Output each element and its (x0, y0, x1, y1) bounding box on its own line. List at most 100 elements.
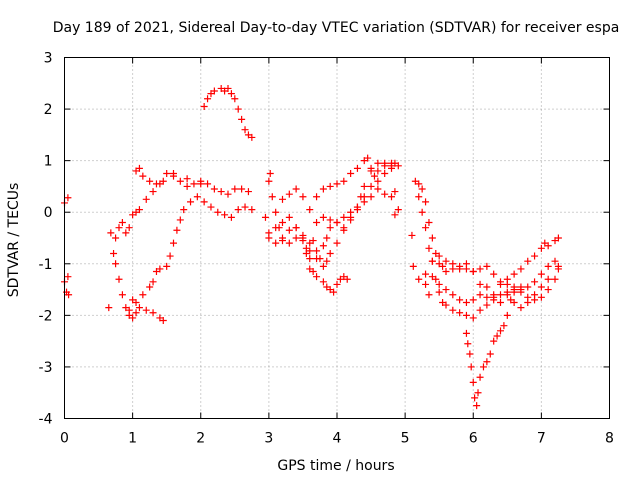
data-point (524, 298, 532, 306)
data-point (486, 350, 494, 358)
data-point (313, 193, 321, 201)
x-tick-label: 5 (401, 431, 410, 447)
data-point (531, 278, 539, 286)
data-point (266, 170, 274, 178)
data-point (425, 219, 433, 227)
data-point (428, 273, 436, 281)
data-point (65, 291, 73, 299)
data-point (309, 268, 317, 276)
data-point (214, 208, 222, 216)
data-point (490, 337, 498, 345)
data-point (268, 193, 276, 201)
x-tick-label: 3 (264, 431, 273, 447)
data-point (340, 177, 348, 185)
data-point (146, 283, 154, 291)
data-point (163, 170, 171, 178)
data-point (381, 190, 389, 198)
data-point (483, 301, 491, 309)
data-point (497, 291, 504, 299)
data-point (467, 363, 475, 371)
data-point (221, 211, 229, 219)
y-tick-label: 2 (44, 102, 53, 118)
data-point (544, 286, 552, 294)
data-point (313, 273, 321, 281)
data-point (176, 177, 184, 185)
data-point (490, 270, 498, 278)
data-point (244, 188, 252, 196)
data-point (183, 175, 191, 183)
y-tick-label: -4 (39, 412, 53, 428)
data-point (265, 234, 273, 242)
data-point (112, 234, 120, 242)
y-tick-label: -1 (39, 257, 53, 273)
data-point (326, 216, 334, 224)
data-point (110, 249, 118, 257)
data-point (493, 332, 501, 340)
data-point (340, 213, 348, 221)
data-point (435, 288, 443, 296)
data-point (118, 291, 126, 299)
data-point (207, 203, 215, 211)
data-point (360, 198, 368, 206)
data-point (316, 255, 324, 263)
data-point (435, 280, 443, 288)
data-point (279, 234, 286, 242)
data-point (326, 182, 334, 190)
data-point (456, 296, 464, 304)
data-point (479, 363, 487, 371)
data-point (326, 249, 334, 257)
data-point (428, 234, 436, 242)
data-point (544, 242, 552, 250)
data-point (503, 275, 511, 283)
data-point (64, 273, 72, 281)
data-point (442, 286, 450, 294)
data-point (388, 193, 395, 201)
data-point (415, 275, 423, 283)
data-point (503, 311, 511, 319)
data-point (449, 260, 457, 268)
data-point (299, 231, 307, 239)
data-point (125, 224, 133, 232)
data-point (115, 275, 123, 283)
x-tick-label: 4 (333, 431, 342, 447)
data-point (241, 126, 249, 134)
data-point (285, 226, 293, 234)
data-point (476, 291, 484, 299)
data-point (497, 298, 504, 306)
data-point (531, 291, 539, 299)
data-point (531, 252, 539, 260)
data-point (510, 270, 518, 278)
data-point (64, 194, 72, 202)
data-point (456, 309, 464, 317)
data-point (442, 268, 450, 276)
data-point (146, 177, 154, 185)
data-point (319, 242, 327, 250)
data-point (353, 206, 361, 214)
data-point (422, 224, 430, 232)
data-point (159, 177, 167, 185)
x-tick-label: 6 (469, 431, 478, 447)
data-point (471, 394, 479, 402)
data-point (476, 265, 484, 273)
data-point (524, 283, 532, 291)
data-point (261, 213, 269, 221)
data-point (135, 164, 143, 172)
data-point (442, 301, 450, 309)
data-point (180, 206, 188, 214)
data-point (476, 280, 484, 288)
data-point (537, 283, 545, 291)
data-point (204, 95, 212, 103)
data-series (61, 84, 562, 410)
data-point (118, 219, 126, 227)
data-point (200, 102, 208, 110)
data-point (462, 298, 470, 306)
data-point (464, 340, 472, 348)
y-tick-label: 0 (44, 205, 53, 221)
data-point (524, 257, 532, 265)
data-point (319, 185, 327, 193)
data-point (357, 193, 365, 201)
data-point (156, 265, 164, 273)
data-point (364, 154, 372, 162)
data-point (309, 237, 317, 245)
data-point (210, 87, 218, 95)
